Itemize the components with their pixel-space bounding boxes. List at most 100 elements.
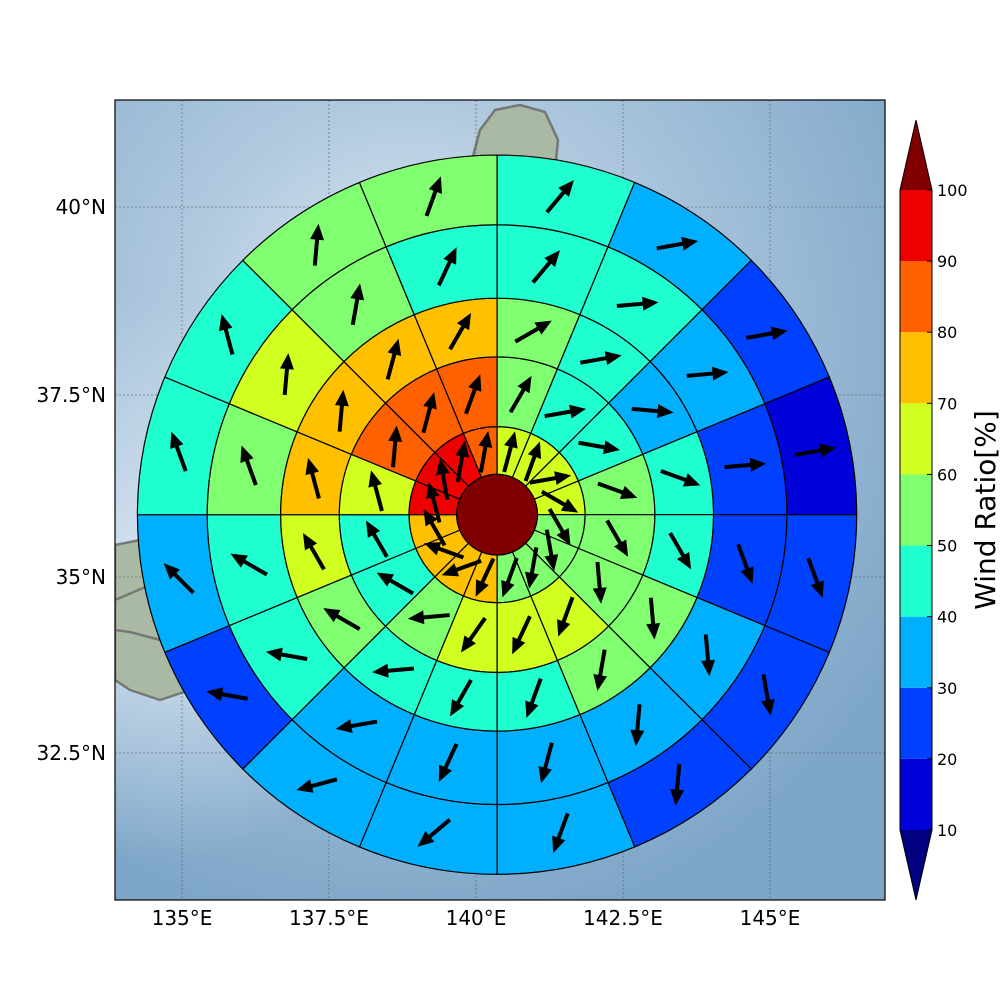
wind-arrow bbox=[170, 431, 188, 472]
colorbar-ticks: 10 20 30 40 50 60 70 80 90 100 bbox=[927, 181, 968, 840]
wind-arrow bbox=[646, 597, 661, 640]
wind-arrow bbox=[670, 763, 685, 806]
x-tick-label: 137.5°E bbox=[289, 906, 369, 930]
wind-arrow bbox=[424, 176, 442, 217]
colorbar-tick-label: 60 bbox=[937, 465, 957, 484]
wind-arrow bbox=[423, 509, 447, 547]
wind-arrow bbox=[501, 557, 519, 598]
wind-arrow bbox=[514, 320, 552, 344]
y-tick-label: 32.5°N bbox=[37, 741, 107, 765]
wind-arrow bbox=[372, 663, 415, 678]
wind-arrow bbox=[656, 236, 699, 251]
wind-arrow bbox=[605, 519, 629, 557]
wind-arrow bbox=[508, 375, 532, 414]
wind-arrow bbox=[421, 392, 437, 434]
wind-arrow bbox=[544, 404, 587, 419]
wind-arrow bbox=[512, 615, 532, 655]
wind-arrow bbox=[265, 647, 308, 662]
wind-arrow bbox=[531, 250, 560, 284]
wind-arrow bbox=[597, 481, 638, 499]
colorbar-under-extension bbox=[900, 830, 932, 900]
colorbar-tick-label: 100 bbox=[937, 181, 968, 200]
wind-arrow bbox=[230, 553, 268, 577]
colorbar-tick-label: 70 bbox=[937, 394, 957, 413]
wind-arrow bbox=[218, 313, 235, 356]
wind-arrow bbox=[544, 529, 559, 572]
wind-arrow bbox=[464, 374, 482, 415]
wind-arrow bbox=[616, 296, 659, 311]
wind-arrow bbox=[630, 704, 645, 747]
wind-arrow bbox=[448, 312, 472, 351]
wind-arrow bbox=[529, 471, 572, 486]
axis-tick-labels: 135°E 137.5°E 140°E 142.5°E 145°E 32.5°N… bbox=[37, 195, 801, 930]
colorbar-over-extension bbox=[900, 120, 932, 190]
wind-arrow bbox=[163, 563, 195, 595]
wind-arrow bbox=[746, 326, 788, 341]
colorbar-segment bbox=[900, 758, 932, 830]
wind-arrow bbox=[557, 596, 575, 637]
colorbar-tick-label: 80 bbox=[937, 323, 957, 342]
wind-arrow bbox=[540, 489, 579, 513]
wind-arrow bbox=[701, 634, 716, 677]
wind-arrow bbox=[310, 223, 325, 266]
colorbar-tick-label: 30 bbox=[937, 679, 957, 698]
y-tick-label: 35°N bbox=[56, 565, 106, 589]
wind-arrow bbox=[668, 532, 692, 570]
wind-arrow bbox=[478, 431, 493, 473]
wind-arrow bbox=[547, 508, 571, 546]
wind-arrow bbox=[388, 425, 403, 468]
wind-arrow bbox=[631, 404, 674, 419]
x-tick-label: 142.5°E bbox=[583, 906, 663, 930]
wind-arrow bbox=[441, 559, 482, 577]
wind-arrow bbox=[279, 353, 294, 396]
y-tick-label: 37.5°N bbox=[37, 383, 107, 407]
wind-arrows bbox=[163, 176, 837, 853]
x-tick-label: 145°E bbox=[740, 906, 801, 930]
colorbar-segment bbox=[900, 261, 932, 333]
sector-cell bbox=[358, 154, 498, 248]
wind-arrow bbox=[368, 470, 384, 512]
wind-arrow bbox=[417, 818, 452, 847]
wind-arrow bbox=[524, 547, 539, 589]
wind-arrow bbox=[593, 649, 608, 691]
wind-arrow bbox=[806, 557, 824, 598]
colorbar-segment bbox=[900, 403, 932, 475]
colorbar-segment bbox=[900, 687, 932, 759]
x-tick-label: 140°E bbox=[446, 906, 507, 930]
x-tick-label: 135°E bbox=[152, 906, 213, 930]
wind-arrow bbox=[660, 469, 701, 487]
colorbar-segment bbox=[900, 190, 932, 262]
wind-arrow bbox=[475, 557, 496, 597]
wind-arrow bbox=[450, 679, 473, 717]
wind-arrow bbox=[578, 440, 620, 455]
colorbar-tick-label: 40 bbox=[937, 608, 957, 627]
colorbar bbox=[899, 119, 933, 901]
wind-arrow bbox=[305, 457, 321, 499]
center-cell bbox=[456, 473, 539, 556]
colorbar-tick-label: 20 bbox=[937, 750, 957, 769]
wind-arrow bbox=[438, 743, 459, 783]
wind-arrow bbox=[761, 674, 775, 716]
wind-arrow bbox=[303, 533, 326, 571]
wind-arrow bbox=[502, 431, 518, 473]
wind-arrow bbox=[724, 457, 767, 472]
wind-arrow bbox=[436, 247, 457, 287]
wind-arrow bbox=[376, 572, 415, 596]
wind-arrow bbox=[206, 687, 249, 702]
wind-arrow bbox=[350, 283, 365, 326]
wind-arrow bbox=[545, 180, 574, 214]
wind-arrow bbox=[794, 443, 837, 458]
wind-arrow bbox=[525, 677, 543, 718]
colorbar-segment bbox=[900, 474, 932, 546]
wind-arrow bbox=[552, 812, 570, 853]
colorbar-tick-label: 10 bbox=[937, 821, 957, 840]
colorbar-tick-label: 50 bbox=[937, 537, 957, 556]
colorbar-tick-label: 90 bbox=[937, 252, 957, 271]
colorbar-segment bbox=[900, 545, 932, 617]
wind-arrow bbox=[385, 338, 402, 380]
y-tick-label: 40°N bbox=[56, 195, 106, 219]
wind-arrow bbox=[335, 719, 378, 733]
wind-arrow bbox=[455, 440, 470, 483]
wind-arrow bbox=[736, 543, 754, 584]
